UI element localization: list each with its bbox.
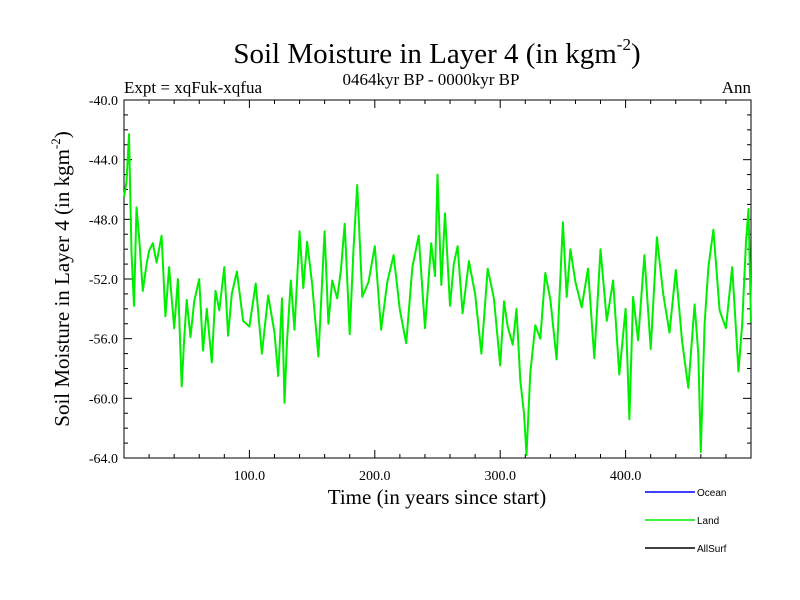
- legend-item-ocean: Ocean: [645, 488, 726, 499]
- subtitle-right: Ann: [722, 78, 752, 97]
- legend: Ocean Land AllSurf: [645, 488, 727, 555]
- y-tick-label: -56.0: [89, 333, 118, 348]
- legend-label: Ocean: [697, 488, 726, 499]
- series-layer: [123, 133, 752, 456]
- chart-title: Soil Moisture in Layer 4 (in kgm-2): [233, 35, 640, 70]
- y-axis: -64.0 -60.0 -56.0 -52.0 -48.0 -44.0 -40.0: [89, 94, 751, 467]
- x-tick-label: 400.0: [610, 469, 642, 484]
- x-tick-label: 300.0: [484, 469, 516, 484]
- y-tick-label: -48.0: [89, 213, 118, 228]
- legend-item-land: Land: [645, 516, 719, 527]
- series-line-land: [123, 133, 752, 456]
- y-tick-label: -52.0: [89, 273, 118, 288]
- y-axis-label: Soil Moisture in Layer 4 (in kgm-2): [48, 131, 74, 426]
- subtitle-center: 0464kyr BP - 0000kyr BP: [343, 70, 520, 89]
- y-tick-label: -60.0: [89, 392, 118, 407]
- x-axis: 100.0 200.0 300.0 400.0: [148, 100, 727, 484]
- chart-title-sup: -2: [617, 35, 631, 54]
- legend-label: Land: [697, 516, 719, 527]
- x-tick-label: 100.0: [234, 469, 266, 484]
- y-axis-label-sup: -2: [48, 138, 63, 149]
- legend-label: AllSurf: [697, 544, 727, 555]
- x-tick-label: 200.0: [359, 469, 391, 484]
- y-tick-label: -64.0: [89, 452, 118, 467]
- subtitle-left: Expt = xqFuk-xqfua: [124, 78, 262, 97]
- plot-frame: [123, 99, 752, 459]
- y-axis-label-main: Soil Moisture in Layer 4 (in kgm: [50, 149, 74, 427]
- legend-item-allsurf: AllSurf: [645, 544, 727, 555]
- y-tick-label: -44.0: [89, 154, 118, 169]
- y-axis-label-close: ): [50, 131, 74, 138]
- chart-title-close: ): [631, 38, 641, 70]
- chart-title-main: Soil Moisture in Layer 4 (in kgm: [233, 38, 617, 70]
- y-tick-label: -40.0: [89, 94, 118, 109]
- x-axis-label: Time (in years since start): [328, 485, 547, 509]
